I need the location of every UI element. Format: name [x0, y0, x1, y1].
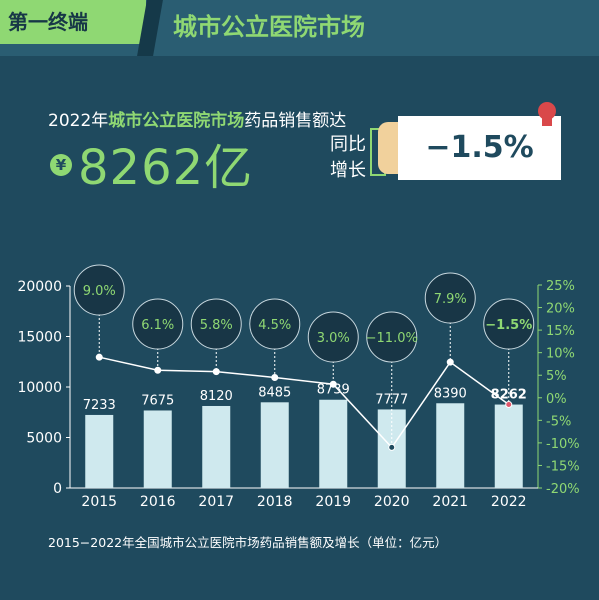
lead-market: 城市公立医院市场 — [108, 111, 245, 131]
yoy-value: −1.5% — [425, 130, 534, 165]
yoy-card: −1.5% — [398, 116, 561, 180]
growth-bubble — [132, 298, 184, 350]
award-ribbon-icon — [538, 102, 556, 120]
growth-point — [446, 358, 454, 366]
growth-bubble — [424, 272, 476, 324]
yoy-label: 同比增长 — [330, 134, 366, 181]
chart-caption: 2015−2022年全国城市公立医院市场药品销售额及增长（单位：亿元） — [48, 535, 448, 550]
bar-2016 — [143, 410, 172, 488]
right-axis-tick-label: -10% — [546, 437, 580, 452]
bar-2015 — [85, 414, 114, 488]
award-ribbon-tail-icon — [542, 116, 552, 126]
growth-rate-label: 7.9% — [434, 292, 467, 307]
right-axis-tick-label: 5% — [546, 369, 567, 384]
left-axis-tick-label: 15000 — [17, 330, 62, 346]
header-bar: 第一终端 城市公立医院市场 — [0, 0, 599, 56]
growth-bubble — [249, 298, 301, 350]
right-axis-tick-label: -5% — [546, 414, 571, 429]
growth-bubble — [73, 264, 125, 316]
right-axis-tick-label: -15% — [546, 459, 580, 474]
growth-point — [505, 401, 513, 409]
right-axis-tick-label: 20% — [546, 302, 575, 317]
growth-bubble — [307, 311, 359, 363]
x-axis-tick-label: 2016 — [140, 494, 176, 510]
growth-rate-label: 3.0% — [317, 331, 350, 346]
right-axis-tick-label: 25% — [546, 279, 575, 294]
x-axis-tick-label: 2018 — [257, 494, 293, 510]
left-axis-tick-label: 5000 — [26, 431, 62, 447]
right-axis-tick-label: 15% — [546, 324, 575, 339]
growth-rate-label: −1.5% — [485, 318, 532, 333]
right-axis-tick-label: -20% — [546, 482, 580, 497]
headline-lead: 2022年城市公立医院市场药品销售额达 — [48, 106, 346, 131]
bar-value-label: 7777 — [375, 392, 408, 407]
growth-rate-label: 5.8% — [200, 318, 233, 333]
bar-2019 — [319, 399, 348, 488]
right-axis-tick-label: 0% — [546, 392, 567, 407]
terminal-tag-label: 第一终端 — [8, 10, 88, 34]
growth-bubble — [190, 298, 242, 350]
terminal-tag: 第一终端 — [0, 0, 146, 44]
x-axis-tick-label: 2021 — [432, 494, 468, 510]
growth-point — [212, 368, 220, 376]
left-axis-tick-label: 20000 — [17, 279, 62, 295]
bar-value-label: 8390 — [434, 386, 467, 401]
bar-value-label: 7233 — [83, 398, 116, 413]
page-title: 城市公立医院市场 — [173, 13, 365, 41]
bar-2021 — [436, 403, 465, 488]
bar-2017 — [202, 405, 231, 488]
left-axis-tick-label: 10000 — [17, 380, 62, 396]
growth-point — [95, 353, 103, 361]
x-axis-tick-label: 2015 — [81, 494, 117, 510]
x-axis-tick-label: 2020 — [374, 494, 410, 510]
x-axis-tick-label: 2019 — [315, 494, 351, 510]
growth-point — [154, 366, 162, 374]
bar-value-label: 8120 — [200, 389, 233, 404]
growth-point — [329, 380, 337, 388]
right-axis-tick-label: 10% — [546, 347, 575, 362]
growth-rate-line — [99, 356, 510, 449]
growth-point — [388, 443, 396, 451]
growth-rate-label: 4.5% — [258, 318, 291, 333]
growth-point — [271, 373, 279, 381]
total-sales-value: 8262亿 — [78, 140, 254, 196]
growth-rate-label: 9.0% — [83, 284, 116, 299]
lead-year: 2022年 — [48, 111, 109, 131]
growth-rate-label: 6.1% — [141, 318, 174, 333]
lead-tail: 药品销售额达 — [244, 111, 347, 131]
bar-value-label: 8485 — [258, 385, 291, 400]
left-axis-tick-label: 0 — [53, 481, 62, 497]
x-axis-tick-label: 2017 — [198, 494, 234, 510]
bar-2022 — [494, 404, 523, 488]
yuan-icon: ¥ — [50, 154, 72, 176]
bar-value-label: 7675 — [141, 393, 174, 408]
growth-rate-label: −11.0% — [366, 331, 418, 346]
bar-2018 — [260, 402, 289, 488]
growth-bubble — [366, 311, 418, 363]
x-axis-tick-label: 2022 — [491, 494, 527, 510]
growth-bubble — [483, 298, 535, 350]
